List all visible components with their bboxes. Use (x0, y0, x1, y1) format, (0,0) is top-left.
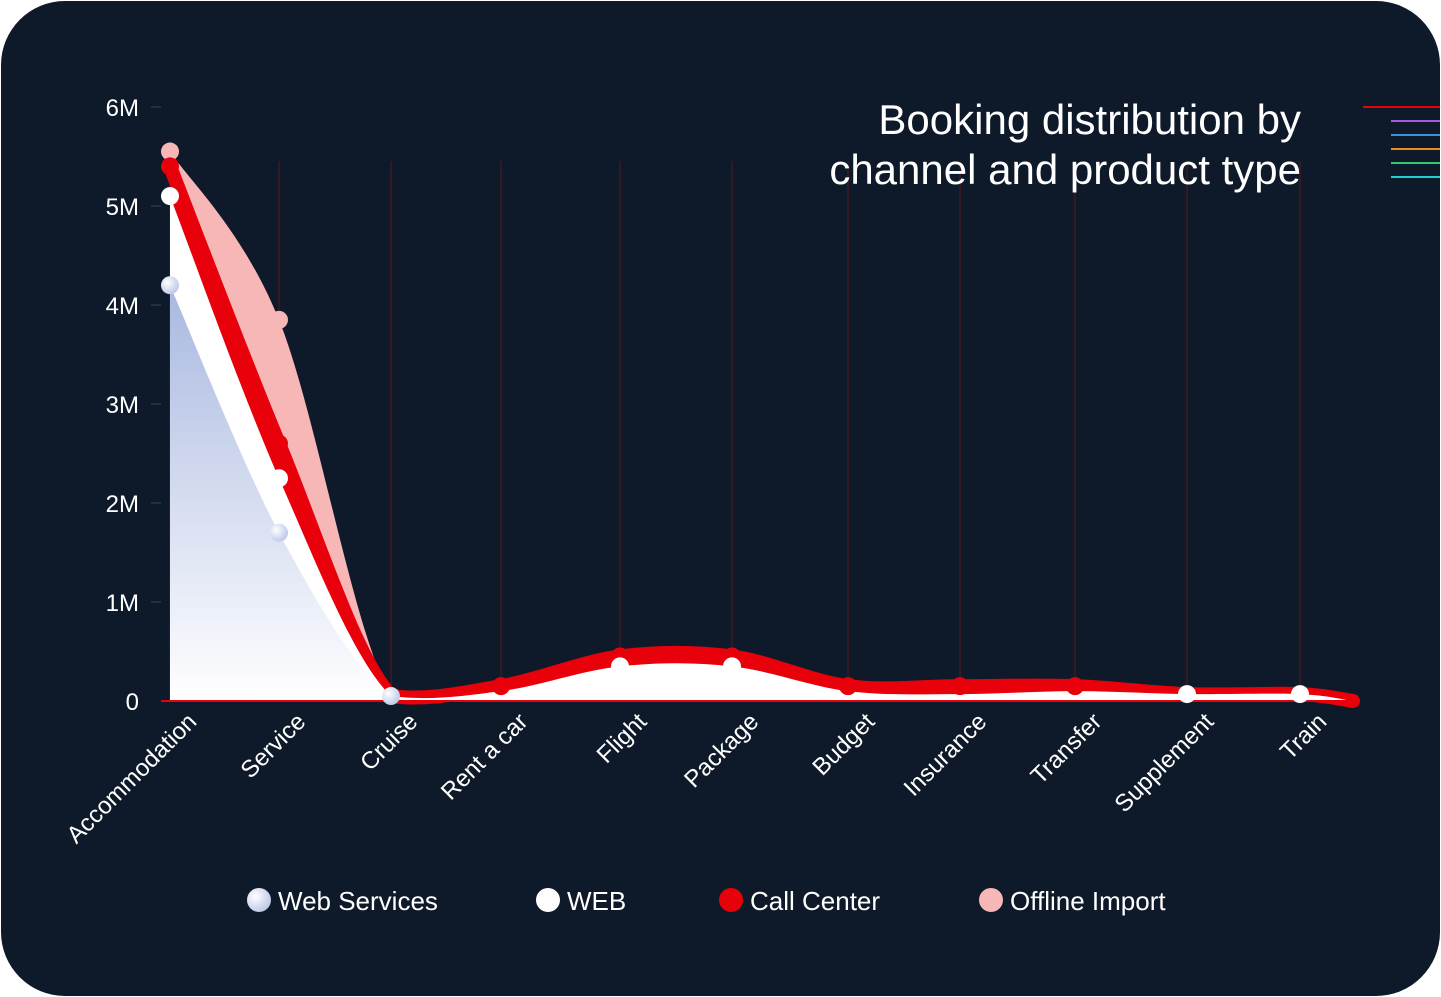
series-points (161, 142, 1309, 706)
y-tick-label-4m: 4M (106, 293, 139, 320)
point-web-service[interactable] (270, 469, 288, 488)
y-axis: 0 1M 2M 3M 4M 5M 6M (106, 95, 161, 716)
point-call-center-insurance[interactable] (951, 677, 969, 696)
series-areas (161, 151, 1360, 708)
chart-title-line-1: Booking distribution by (878, 96, 1301, 143)
series-line-call-center (163, 159, 1360, 708)
point-web-accommodation[interactable] (161, 187, 179, 206)
point-web-flight[interactable] (611, 657, 629, 676)
legend-item-web-services[interactable]: Web Services (247, 886, 438, 916)
point-call-center-accommodation[interactable] (161, 157, 179, 176)
x-tick-label-budget: Budget (807, 708, 880, 781)
point-web-services-cruise[interactable] (382, 687, 400, 706)
x-tick-label-cruise: Cruise (355, 708, 423, 776)
point-offline-import-accommodation[interactable] (161, 142, 179, 161)
x-tick-label-train: Train (1275, 708, 1332, 765)
x-tick-label-rent-a-car: Rent a car (436, 708, 533, 805)
legend-swatch-web-services (247, 888, 271, 912)
point-call-center-transfer[interactable] (1066, 677, 1084, 696)
y-tick-label-3m: 3M (106, 392, 139, 419)
legend-swatch-call-center (719, 888, 743, 912)
x-tick-label-service: Service (236, 708, 312, 784)
legend-swatch-web (536, 888, 560, 912)
point-call-center-rent-a-car[interactable] (492, 677, 510, 696)
legend-label-web-services: Web Services (278, 886, 438, 916)
point-web-package[interactable] (723, 657, 741, 676)
series-area-web-services (170, 285, 1353, 701)
y-tick-label-0: 0 (126, 689, 139, 716)
y-tick-label-5m: 5M (106, 194, 139, 221)
y-tick-label-1m: 1M (106, 590, 139, 617)
legend: Web Services WEB Call Center Offline Imp… (247, 886, 1166, 916)
legend-item-offline-import[interactable]: Offline Import (979, 886, 1166, 916)
x-tick-label-insurance: Insurance (899, 708, 993, 802)
legend-item-call-center[interactable]: Call Center (719, 886, 880, 916)
chart-title: Booking distribution by channel and prod… (829, 96, 1301, 193)
point-offline-import-service[interactable] (270, 310, 288, 329)
legend-item-web[interactable]: WEB (536, 886, 626, 916)
x-axis: Accommodation Service Cruise Rent a car Flig… (61, 708, 1332, 849)
x-tick-label-accommodation: Accommodation (61, 708, 202, 849)
x-tick-label-flight: Flight (592, 708, 653, 769)
point-web-services-accommodation[interactable] (161, 276, 179, 295)
legend-label-call-center: Call Center (750, 886, 880, 916)
x-tick-label-package: Package (679, 708, 764, 793)
point-call-center-service[interactable] (270, 434, 288, 453)
chart-title-line-2: channel and product type (829, 146, 1301, 193)
corner-color-lines (1363, 106, 1440, 178)
legend-swatch-offline-import (979, 888, 1003, 912)
point-call-center-budget[interactable] (839, 677, 857, 696)
gridlines (169, 161, 1301, 701)
legend-label-web: WEB (567, 886, 626, 916)
x-tick-label-supplement: Supplement (1110, 708, 1220, 818)
y-tick-label-2m: 2M (106, 491, 139, 518)
x-tick-label-transfer: Transfer (1026, 708, 1108, 790)
point-web-services-service[interactable] (270, 523, 288, 542)
legend-label-offline-import: Offline Import (1010, 886, 1166, 916)
point-web-train[interactable] (1291, 685, 1309, 704)
y-tick-label-6m: 6M (106, 95, 139, 122)
point-web-supplement[interactable] (1178, 685, 1196, 704)
